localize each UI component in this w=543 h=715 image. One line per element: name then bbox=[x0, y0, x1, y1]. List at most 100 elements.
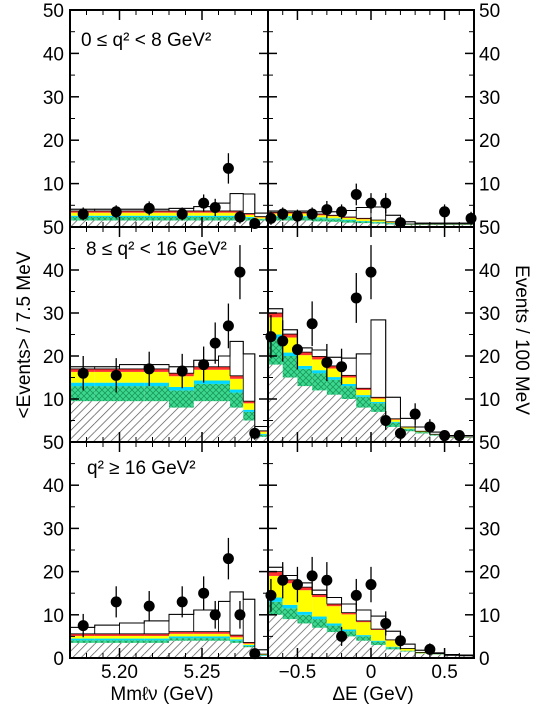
stack-green-bin bbox=[144, 386, 169, 402]
stack-red-bin bbox=[94, 633, 120, 636]
stack-cyan-bin bbox=[282, 352, 298, 356]
stack-hatched-bin bbox=[459, 224, 474, 227]
y-tick-label-right: 40 bbox=[479, 44, 500, 65]
data-point bbox=[222, 553, 234, 565]
stack-red-bin bbox=[356, 218, 371, 220]
stack-open-bin bbox=[143, 620, 170, 635]
stack-green-bin bbox=[326, 379, 342, 395]
stack-yellow-bin bbox=[94, 371, 120, 383]
stack-green-bin bbox=[94, 640, 120, 643]
panel-q2-high-mbc bbox=[69, 441, 269, 660]
stack-red-bin bbox=[193, 210, 219, 213]
y-tick-label-left: 40 bbox=[43, 44, 64, 65]
data-point bbox=[380, 617, 392, 629]
stack-open-bin bbox=[341, 603, 357, 614]
stack-open-bin bbox=[119, 364, 145, 370]
data-point bbox=[176, 365, 188, 377]
stack-yellow-bin bbox=[341, 377, 357, 384]
stack-open-bin bbox=[311, 589, 328, 595]
stack-red-bin bbox=[371, 629, 386, 630]
stack-red-bin bbox=[356, 388, 371, 390]
panel-q2-high-de bbox=[265, 441, 475, 659]
stack-yellow-bin bbox=[297, 213, 313, 217]
y-tick-label-right: 30 bbox=[479, 519, 500, 540]
stack-cyan-bin bbox=[341, 383, 357, 387]
stack-cyan-bin bbox=[268, 597, 283, 602]
stack-red-bin bbox=[282, 579, 298, 584]
y-tick-label-right: 10 bbox=[479, 175, 500, 196]
stack-red-bin bbox=[144, 210, 169, 213]
stack-hatched-bin bbox=[193, 401, 219, 442]
stack-red-bin bbox=[312, 356, 327, 360]
stack-red-bin bbox=[326, 604, 342, 607]
stack-cyan-bin bbox=[385, 421, 401, 423]
data-point bbox=[234, 609, 246, 621]
stack-hatched-bin bbox=[144, 401, 169, 442]
stack-open-bin bbox=[355, 353, 372, 389]
stack-green-bin bbox=[282, 608, 298, 620]
stack-cyan-bin bbox=[119, 638, 145, 641]
stack-green-bin bbox=[243, 411, 255, 421]
stack-hatched-bin bbox=[268, 220, 283, 227]
stack-green-bin bbox=[144, 217, 169, 221]
y-tick-label-left: 10 bbox=[43, 606, 64, 627]
stack-hatched-bin bbox=[169, 407, 194, 442]
stack-hatched-bin bbox=[169, 640, 194, 658]
stack-yellow-bin bbox=[356, 622, 371, 636]
stack-cyan-bin bbox=[193, 215, 219, 218]
stack-red-bin bbox=[297, 352, 313, 356]
stack-hatched-bin bbox=[297, 220, 313, 227]
stack-green-bin bbox=[254, 434, 268, 437]
stack-red-bin bbox=[218, 366, 231, 370]
y-tick-label-right: 50 bbox=[479, 1, 500, 22]
stack-cyan-bin bbox=[144, 215, 169, 218]
stack-hatched-bin bbox=[326, 221, 342, 227]
stack-red-bin bbox=[243, 401, 255, 404]
data-point bbox=[110, 206, 122, 218]
y-tick-label-left: 50 bbox=[43, 1, 64, 22]
data-point bbox=[249, 648, 261, 660]
data-point bbox=[176, 596, 188, 608]
stack-cyan-bin bbox=[218, 380, 231, 384]
stack-red-bin bbox=[326, 365, 342, 369]
stack-cyan-bin bbox=[218, 215, 231, 218]
stack-hatched-bin bbox=[444, 224, 460, 227]
stack-red-bin bbox=[243, 213, 255, 215]
stack-yellow-bin bbox=[400, 648, 416, 651]
stack-green-bin bbox=[218, 217, 231, 221]
data-point bbox=[77, 620, 89, 632]
stack-yellow-bin bbox=[341, 217, 357, 220]
stack-hatched-bin bbox=[268, 364, 283, 442]
x-tick-label-mass: 5.25 bbox=[184, 662, 221, 683]
stack-red-bin bbox=[282, 334, 298, 338]
row-label-mid-q2: 8 ≤ q² < 16 GeV² bbox=[86, 239, 227, 260]
stack-green-bin bbox=[268, 601, 283, 615]
y-tick-label-right: 50 bbox=[479, 218, 500, 239]
stack-yellow-bin bbox=[119, 635, 145, 639]
stack-hatched-bin bbox=[371, 223, 386, 227]
stack-hatched-bin bbox=[282, 377, 298, 442]
stack-yellow-bin bbox=[254, 431, 268, 434]
stack-hatched-bin bbox=[415, 433, 430, 442]
stack-red-bin bbox=[230, 375, 244, 379]
stack-green-bin bbox=[341, 220, 357, 223]
stack-red-bin bbox=[268, 313, 283, 318]
stack-yellow-bin bbox=[326, 606, 342, 624]
stack-hatched-bin bbox=[230, 407, 244, 442]
stack-red-bin bbox=[144, 633, 169, 636]
stack-green-bin bbox=[400, 429, 416, 432]
stack-red-bin bbox=[371, 397, 386, 399]
x-tick-label-de: −0.5 bbox=[279, 662, 317, 683]
stack-yellow-bin bbox=[218, 633, 231, 637]
stack-cyan-bin bbox=[254, 433, 268, 435]
stack-red-bin bbox=[254, 430, 268, 432]
data-point bbox=[198, 197, 210, 209]
left-y-axis-title: <Events> / 7.5 MeV bbox=[14, 251, 35, 418]
stack-yellow-bin bbox=[144, 212, 169, 216]
data-point bbox=[424, 643, 436, 655]
stack-yellow-bin bbox=[415, 431, 430, 433]
data-point bbox=[277, 574, 289, 586]
data-point bbox=[291, 210, 303, 222]
stack-yellow-bin bbox=[371, 398, 386, 403]
stack-red-bin bbox=[119, 368, 145, 372]
